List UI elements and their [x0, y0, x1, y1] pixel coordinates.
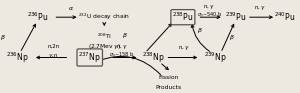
Text: $^{238}$Pu: $^{238}$Pu: [172, 11, 194, 23]
Text: $^{240}$Pu: $^{240}$Pu: [274, 11, 296, 23]
Text: $\sigma_{\gamma}$~158 b: $\sigma_{\gamma}$~158 b: [109, 51, 134, 61]
Text: $^{208}$Tl: $^{208}$Tl: [97, 32, 112, 41]
Text: $^{236}$Pu: $^{236}$Pu: [27, 11, 48, 23]
Text: $^{239}$Pu: $^{239}$Pu: [225, 11, 246, 23]
Text: n, $\gamma$: n, $\gamma$: [254, 4, 266, 12]
Text: n, $\gamma$: n, $\gamma$: [203, 3, 215, 11]
Text: n, $\gamma$: n, $\gamma$: [178, 44, 190, 52]
Text: $^{236}$Np: $^{236}$Np: [6, 50, 28, 65]
Text: $^{238}$Np: $^{238}$Np: [142, 50, 165, 65]
Text: $\alpha$: $\alpha$: [68, 5, 74, 12]
Text: $\beta$: $\beta$: [230, 33, 235, 42]
Text: n, $\gamma$: n, $\gamma$: [116, 43, 128, 50]
Text: Fission: Fission: [158, 75, 178, 80]
Text: $\beta$: $\beta$: [0, 33, 5, 42]
Text: Products: Products: [155, 85, 182, 90]
Text: $\gamma$,n: $\gamma$,n: [48, 52, 59, 60]
Text: n,2n: n,2n: [47, 44, 59, 49]
Text: $^{237}$Np: $^{237}$Np: [78, 50, 101, 65]
Text: $^{232}$U decay chain: $^{232}$U decay chain: [78, 12, 130, 22]
Text: $^{239}$Np: $^{239}$Np: [203, 50, 226, 65]
Text: (2.7Mev $\gamma$): (2.7Mev $\gamma$): [88, 42, 121, 51]
Text: $\sigma_{\gamma}$~540 b: $\sigma_{\gamma}$~540 b: [196, 11, 222, 21]
Text: $\beta$: $\beta$: [197, 25, 203, 35]
Text: $\beta$: $\beta$: [122, 31, 128, 40]
